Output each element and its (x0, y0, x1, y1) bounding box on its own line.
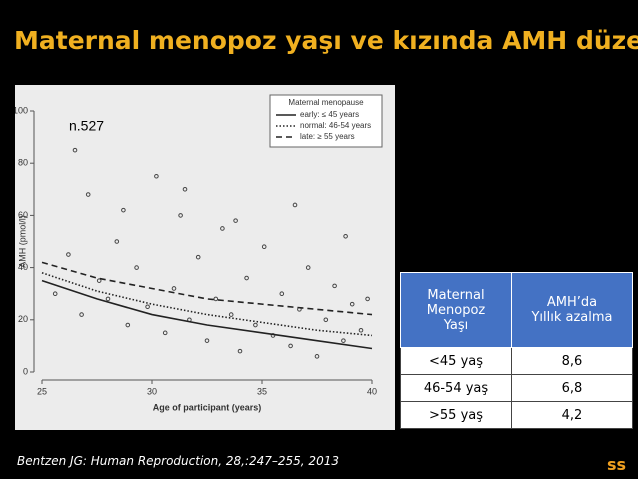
header-cell: Maternal Menopoz Yaşı (400, 272, 512, 348)
scatter-point (292, 202, 298, 208)
scatter-point (96, 278, 102, 283)
scatter-point (228, 312, 234, 317)
scatter-point (204, 338, 210, 343)
legend-box (269, 94, 383, 148)
x-tick-label: 35 (257, 386, 267, 396)
y-tick-label: 40 (18, 262, 28, 272)
x-tick-label: 40 (367, 386, 377, 396)
y-tick-label: 0 (23, 366, 28, 376)
scatter-point (79, 312, 84, 317)
scatter-point (52, 291, 58, 296)
table-row: 46-54 yaş 6,8 (400, 374, 633, 402)
scatter-point (66, 252, 71, 257)
scatter-point (220, 226, 225, 231)
y-tick-label: 100 (15, 105, 28, 115)
cell: 8,6 (511, 347, 633, 375)
y-tick-label: 60 (18, 210, 28, 220)
scatter-point (72, 147, 78, 153)
scatter-point (154, 173, 159, 179)
scatter-point (305, 265, 311, 270)
scatter-point (237, 348, 243, 354)
legend-label: late: ≥ 55 years (300, 132, 355, 141)
x-tick-label: 30 (147, 386, 157, 396)
cell: 4,2 (511, 401, 633, 429)
scatter-point (288, 343, 293, 349)
legend-label: normal: 46-54 years (300, 121, 371, 130)
y-tick-label: 80 (18, 158, 28, 168)
legend-title: Maternal menopause (288, 98, 364, 107)
annotation: n.527 (69, 118, 104, 134)
scatter-point (178, 213, 183, 218)
scatter-point (253, 322, 258, 328)
scatter-point (365, 296, 370, 302)
cell: >55 yaş (400, 401, 512, 429)
cell: <45 yaş (400, 347, 512, 375)
scatter-point (332, 283, 337, 289)
scatter-point (279, 291, 285, 296)
scatter-point (341, 338, 346, 343)
table: Maternal Menopoz Yaşı AMH’da Yıllık azal… (400, 272, 633, 429)
legend-label: early: ≤ 45 years (300, 110, 359, 119)
scatter-point (244, 275, 249, 281)
scatter-point (85, 192, 91, 197)
y-axis-label: AMH (pmol/l) (17, 215, 27, 268)
scatter-point (145, 304, 150, 310)
scatter-point (323, 317, 329, 323)
scatter-point (343, 233, 348, 239)
citation: Bentzen JG: Human Reproduction, 28,:247–… (17, 454, 339, 468)
table-row: <45 yaş 8,6 (400, 347, 633, 375)
scatter-point (171, 286, 177, 291)
scatter-point (195, 254, 201, 260)
scatter-point (182, 187, 188, 192)
scatter-point (134, 265, 139, 270)
scatter-point (114, 239, 120, 244)
series-line (41, 279, 373, 350)
cell: 46-54 yaş (400, 374, 512, 402)
scatter-point (358, 327, 364, 333)
scatter-point (233, 218, 238, 223)
y-tick-label: 20 (18, 314, 28, 324)
scatter-point (125, 322, 131, 328)
table-header: Maternal Menopoz Yaşı AMH’da Yıllık azal… (400, 272, 633, 348)
cell: 6,8 (511, 374, 633, 402)
header-cell: AMH’da Yıllık azalma (511, 272, 633, 348)
slide-title: Maternal menopoz yaşı ve kızında AMH düz… (14, 26, 638, 55)
scatter-point (105, 296, 111, 302)
scatter-point (121, 207, 126, 213)
x-axis-label: Age of participant (years) (153, 402, 262, 412)
logo: ss (607, 455, 627, 474)
table-row: >55 yaş 4,2 (400, 401, 633, 429)
scatter-point (314, 354, 320, 359)
scatter-point (213, 296, 219, 302)
scatter-point (261, 244, 267, 250)
scatter-point (349, 301, 355, 307)
x-tick-label: 25 (37, 386, 47, 396)
scatter-point (162, 330, 168, 336)
chart: 0 20 40 60 80 100 25 30 35 40 Age of participant (… (15, 85, 395, 430)
